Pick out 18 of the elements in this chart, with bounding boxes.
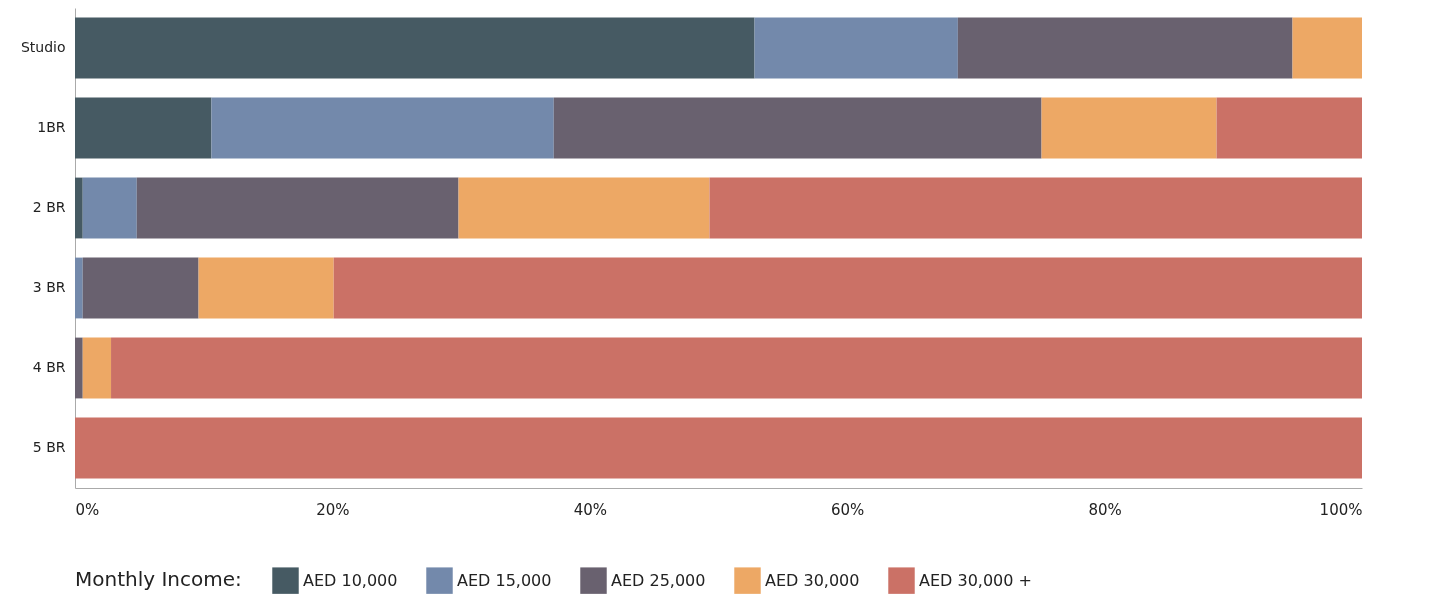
legend-label: AED 25,000 (611, 570, 706, 590)
x-tick-label: 60% (831, 500, 865, 519)
legend-label: AED 30,000 (765, 570, 860, 590)
legend-label: AED 15,000 (457, 570, 552, 590)
x-tick-label: 20% (316, 500, 350, 519)
y-tick-label: 5 BR (32, 439, 66, 455)
legend-label: AED 30,000 + (919, 570, 1032, 590)
y-tick-label: Studio (20, 39, 66, 55)
y-tick-label: 1BR (37, 119, 66, 135)
x-tick-label: 40% (573, 500, 607, 519)
x-tick-label: 100% (1319, 500, 1363, 519)
x-tick-label: 80% (1088, 500, 1122, 519)
legend-title: Monthly Income: (75, 567, 242, 591)
y-tick-label: 4 BR (32, 359, 66, 375)
legend-label: AED 10,000 (303, 570, 398, 590)
y-tick-label: 3 BR (32, 279, 66, 295)
x-tick-label: 0% (75, 500, 100, 519)
y-tick-label: 2 BR (32, 199, 66, 215)
